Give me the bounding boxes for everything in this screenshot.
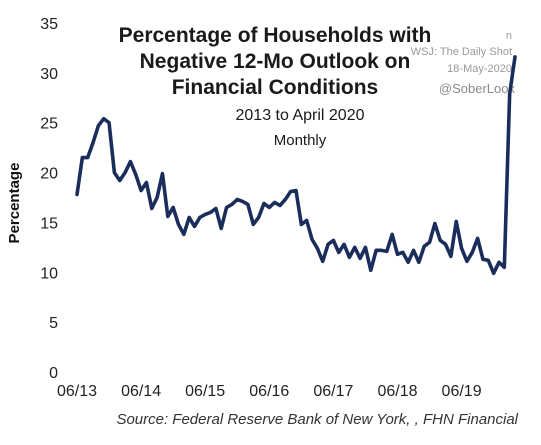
y-tick-label: 10 — [40, 265, 58, 282]
x-tick-label: 06/18 — [377, 383, 417, 400]
x-axis-ticks: 06/13 06/14 06/15 06/16 06/17 06/18 06/19 — [57, 383, 482, 400]
chart-frequency: Monthly — [274, 132, 327, 149]
title-line-3: Financial Conditions — [172, 76, 379, 99]
x-tick-label: 06/13 — [57, 383, 97, 400]
y-tick-label: 20 — [40, 166, 58, 183]
x-tick-label: 06/14 — [121, 383, 161, 400]
source-note: Source: Federal Reserve Bank of New York… — [116, 411, 518, 428]
watermark-date: 18-May-2020 — [447, 63, 512, 75]
y-tick-label: 35 — [40, 16, 58, 33]
y-tick-label: 5 — [49, 315, 58, 332]
x-tick-label: 06/17 — [313, 383, 353, 400]
watermark-partial: n — [506, 30, 512, 42]
x-tick-label: 06/19 — [442, 383, 482, 400]
chart-subtitle: 2013 to April 2020 — [236, 107, 365, 124]
watermark-source: WSJ: The Daily Shot — [411, 46, 512, 58]
x-tick-label: 06/16 — [249, 383, 289, 400]
title-line-2: Negative 12-Mo Outlook on — [140, 50, 411, 73]
y-tick-label: 15 — [40, 215, 58, 232]
watermark: n WSJ: The Daily Shot 18-May-2020 @Sober… — [411, 30, 516, 96]
series-line — [75, 55, 517, 276]
y-axis-label: Percentage — [6, 163, 23, 244]
title-line-1: Percentage of Households with — [119, 24, 432, 47]
chart-title: Percentage of Households with Negative 1… — [119, 24, 432, 99]
x-tick-label: 06/15 — [185, 383, 225, 400]
y-tick-label: 0 — [49, 365, 58, 382]
y-tick-label: 30 — [40, 66, 58, 83]
y-axis-ticks: 0 5 10 15 20 25 30 35 — [40, 16, 58, 382]
watermark-handle: @SoberLook — [439, 81, 516, 96]
y-tick-label: 25 — [40, 116, 58, 133]
